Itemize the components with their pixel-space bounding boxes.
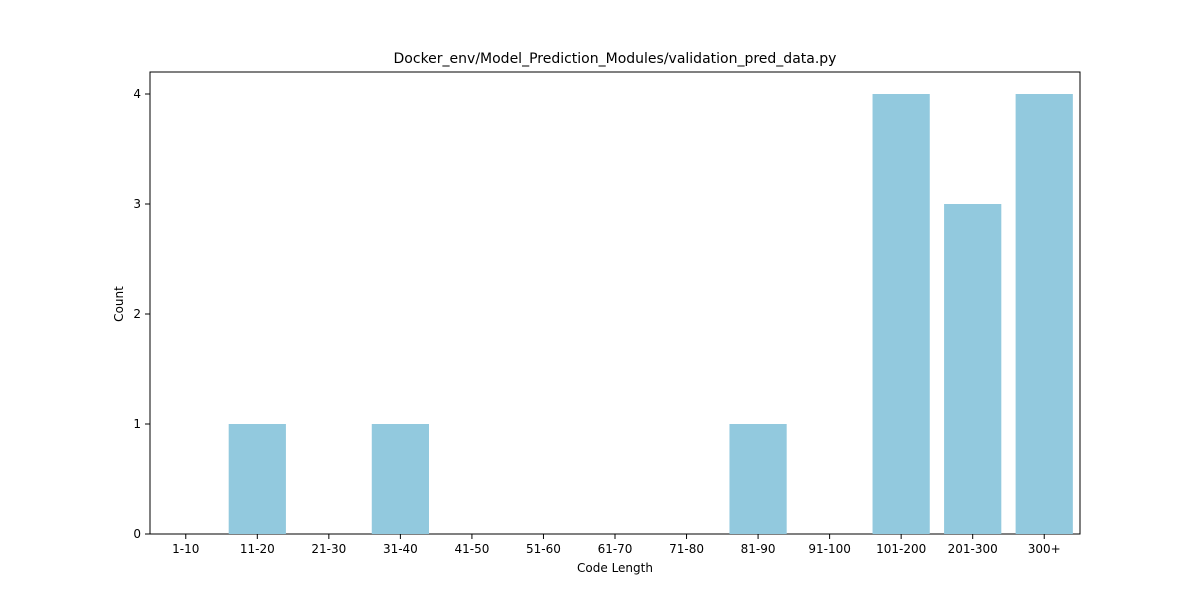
y-tick-label: 2: [133, 307, 141, 321]
x-tick-label: 71-80: [669, 542, 704, 556]
bar-81-90: [729, 424, 787, 534]
x-tick-label: 91-100: [808, 542, 851, 556]
x-tick-label: 61-70: [598, 542, 633, 556]
plot-frame: [149, 71, 1081, 535]
bar-300+: [1015, 94, 1073, 534]
chart-title: Docker_env/Model_Prediction_Modules/vali…: [394, 51, 837, 67]
y-axis: 0 1 2 3 4: [133, 87, 150, 541]
y-tick-label: 1: [133, 417, 141, 431]
x-tick-label: 21-30: [311, 542, 346, 556]
bars-group: [228, 94, 1073, 534]
bar-11-20: [228, 424, 286, 534]
x-tick-label: 300+: [1028, 542, 1061, 556]
bar-101-200: [872, 94, 930, 534]
y-axis-title: Count: [112, 286, 126, 322]
plot-area: [149, 71, 1081, 535]
bar-201-300: [944, 204, 1002, 534]
x-tick-label: 81-90: [741, 542, 776, 556]
x-tick-label: 41-50: [454, 542, 489, 556]
x-tick-label: 51-60: [526, 542, 561, 556]
x-tick-label: 101-200: [876, 542, 926, 556]
y-tick-label: 4: [133, 87, 141, 101]
x-tick-label: 11-20: [240, 542, 275, 556]
x-tick-label: 1-10: [172, 542, 199, 556]
x-tick-label: 31-40: [383, 542, 418, 556]
x-tick-label: 201-300: [948, 542, 998, 556]
y-tick-label: 3: [133, 197, 141, 211]
x-axis: 1-10 11-20 21-30 31-40 41-50 51-60 61-70 71-80 8…: [172, 534, 1061, 556]
y-tick-label: 0: [133, 527, 141, 541]
bar-31-40: [371, 424, 429, 534]
x-axis-title: Code Length: [577, 561, 653, 575]
